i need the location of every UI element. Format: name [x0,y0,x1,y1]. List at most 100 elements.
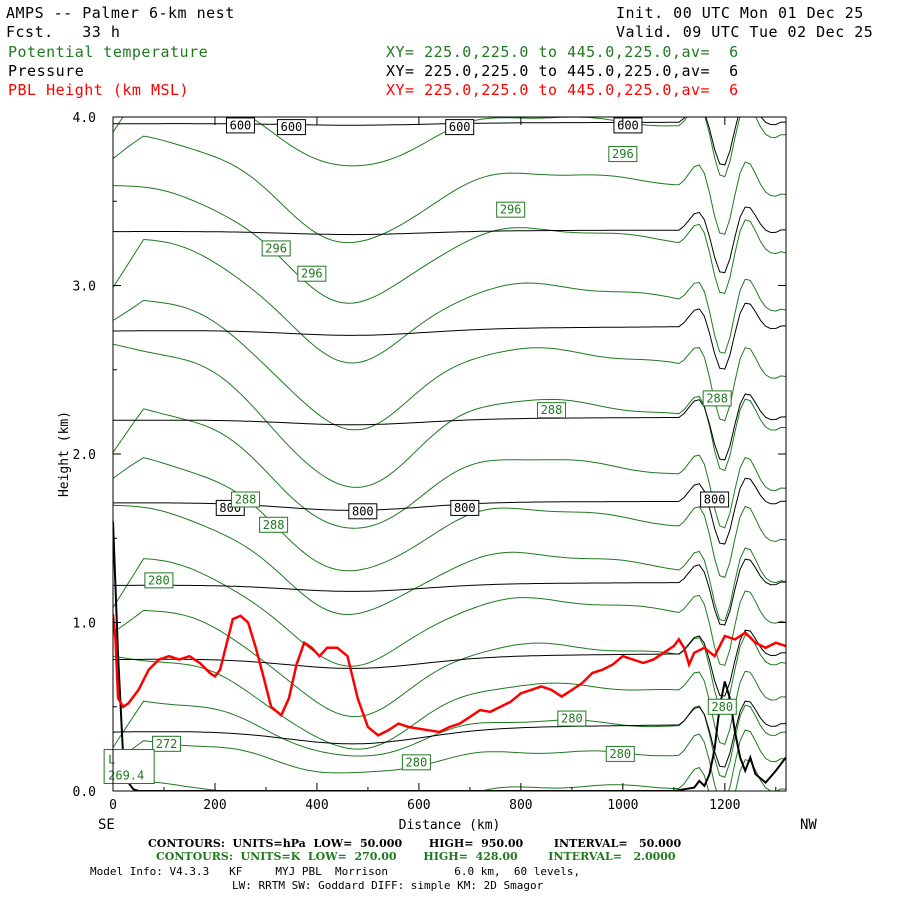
pressure-label-5: 800 [352,504,374,518]
theta-label-0: 296 [612,147,634,161]
theta-label-7: 288 [263,518,285,532]
theta-label-7-box [259,516,289,533]
terrain-line [113,521,786,791]
valid-time: Valid. 09 UTC Tue 02 Dec 25 [616,23,874,41]
x-tick-label-6: 1200 [709,798,740,813]
pbl-group [113,613,786,737]
theta-contour-info: CONTOURS: UNITS=K LOW= 270.00 HIGH= 428.… [156,850,676,863]
theta-label-9-box [557,710,587,727]
theta-contour-296 [113,135,786,244]
terrain-group [113,521,786,791]
pressure-label-7: 800 [704,492,726,506]
forecast-hour: Fcst. 33 h [6,23,121,41]
pressure-label-0-box [225,117,255,134]
theta-contour-290 [113,299,786,431]
theta-contour-282 [113,504,786,622]
y-tick-label-3: 3.0 [73,280,96,295]
y-tick-label-1: 1.0 [73,617,96,632]
y-tick-label-2: 2.0 [73,448,96,463]
pressure-label-5-box [348,503,378,520]
low-marker-label: L [108,753,115,767]
theta-label-5: 288 [706,391,728,405]
theta-contour-274 [113,700,786,778]
theta-label-11-box [401,754,431,771]
pressure-contour-900 [113,629,786,697]
theta-label-10: 280 [711,700,733,714]
theta-label-3: 296 [301,267,323,281]
theta-label-10-box [707,698,737,715]
theta-contour-286 [113,408,786,529]
theta-label-13-box [152,735,182,752]
theta-contour-294 [113,185,786,304]
low-marker-value: 269.4 [108,769,144,783]
theta-label-12-box [605,745,635,762]
x-tick-label-1: 200 [203,798,226,813]
theta-contour-278 [113,609,786,718]
axes-group: 0 200 400 600 800 1000 1200 0.0 1.0 2.0 3.0 4.0 Dist… [57,111,817,833]
theta-contours-group [113,117,786,791]
theta-label-4: 288 [541,403,563,417]
pressure-contour-850 [113,558,786,626]
xsection-info-pbl: XY= 225.0,225.0 to 445.0,225.0,av= 6 [386,81,739,99]
x-tick-label-2: 400 [305,798,328,813]
field-label-theta: Potential temperature [8,43,209,61]
theta-label-13: 272 [156,737,178,751]
y-axis-label: Height (km) [57,411,72,497]
y-tick-label-0: 0.0 [73,785,96,800]
field-label-pressure: Pressure [8,62,85,80]
physics-info: LW: RRTM SW: Goddard DIFF: simple KM: 2D… [232,879,544,892]
pressure-label-1-box [276,119,306,136]
pressure-label-6: 800 [454,501,476,515]
theta-label-5-box [702,390,732,407]
pressure-contour-750 [113,393,786,461]
pressure-contour-650 [113,206,786,274]
x-tick-label-5: 1000 [607,798,638,813]
pressure-label-6-box [450,499,480,516]
x-axis-label: Distance (km) [399,818,501,833]
low-marker-box [103,749,155,785]
theta-contour-272 [113,729,786,791]
pressure-contour-700 [113,302,786,370]
left-end-label: SE [98,817,115,833]
pressure-label-7-box [700,491,730,508]
theta-contour-276 [113,655,786,750]
pressure-label-1: 600 [281,120,303,134]
right-end-label: NW [800,817,817,833]
theta-contour-292 [113,238,786,364]
pressure-contours-group [113,117,786,768]
theta-label-2-box [261,240,291,257]
pressure-label-3-box [613,117,643,134]
model-info: Model Info: V4.3.3 KF MYJ PBL Morrison 6… [90,865,581,878]
pressure-contour-info: CONTOURS: UNITS=hPa LOW= 50.000 HIGH= 95… [148,837,682,850]
theta-label-6: 288 [235,492,257,506]
theta-label-1-box [496,201,526,218]
theta-contour-280 [113,558,786,667]
pressure-contour-950 [113,700,786,768]
theta-label-6-box [231,491,261,508]
theta-label-4-box [536,402,566,419]
theta-label-0-box [608,146,638,163]
theta-label-1: 296 [500,203,522,217]
theta-label-12: 280 [609,747,631,761]
plot-frame [112,116,787,792]
plot-title: AMPS -- Palmer 6-km nest [6,4,235,22]
pbl-height-line [113,613,786,737]
theta-label-2: 296 [265,241,287,255]
pressure-label-0: 600 [230,118,252,132]
theta-contour-288 [113,343,786,488]
field-label-pbl: PBL Height (km MSL) [8,81,190,99]
x-tick-label-3: 600 [407,798,430,813]
theta-label-11: 280 [406,755,428,769]
init-time: Init. 00 UTC Mon 01 Dec 25 [616,4,864,22]
pressure-label-2-box [445,119,475,136]
x-tick-label-0: 0 [109,798,117,813]
theta-label-3-box [297,265,327,282]
xsection-info-theta: XY= 225.0,225.0 to 445.0,225.0,av= 6 [386,43,739,61]
x-tick-label-4: 800 [509,798,532,813]
theta-label-8-box [144,572,174,589]
theta-label-8: 280 [148,573,170,587]
y-tick-label-4: 4.0 [73,111,96,126]
pressure-label-3: 600 [617,118,639,132]
